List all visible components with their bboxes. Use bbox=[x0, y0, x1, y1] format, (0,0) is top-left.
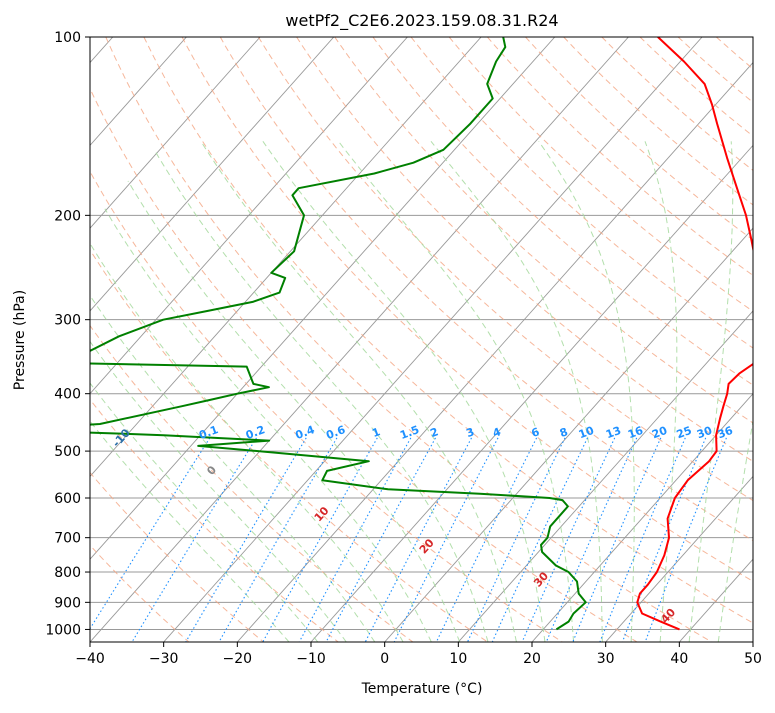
mixing-ratio-label: 30 bbox=[695, 424, 714, 442]
x-tick-label: −10 bbox=[296, 651, 326, 667]
x-tick-label: 10 bbox=[449, 651, 467, 667]
dry-adiabat-line bbox=[449, 37, 775, 642]
dry-adiabat-label: 10 bbox=[312, 504, 332, 524]
x-tick-label: −30 bbox=[149, 651, 179, 667]
moist-adiabat-line bbox=[154, 150, 488, 642]
x-tick-label: −20 bbox=[223, 651, 253, 667]
moist-adiabat-line bbox=[263, 141, 545, 642]
moist-adiabat-line bbox=[431, 141, 602, 642]
moist-adiabat-line bbox=[45, 273, 346, 642]
dry-adiabat-line bbox=[755, 37, 775, 642]
mixing-ratio-label: 25 bbox=[675, 424, 694, 441]
moist-adiabat-line bbox=[14, 311, 289, 642]
mixing-ratio-line bbox=[394, 438, 498, 642]
chart-title: wetPf2_C2E6.2023.159.08.31.R24 bbox=[285, 11, 558, 31]
mixing-ratio-line bbox=[299, 438, 411, 642]
isotherm-line bbox=[0, 37, 481, 642]
y-tick-label: 100 bbox=[54, 30, 81, 46]
mixing-ratio-label: 2 bbox=[428, 425, 440, 440]
mixing-ratio-label: 8 bbox=[558, 425, 570, 440]
line-label-layer: 0.10.20.40.611.52346810131620253036-100-… bbox=[0, 46, 735, 626]
moist-adiabat-line bbox=[29, 293, 317, 642]
mixing-ratio-line bbox=[436, 438, 536, 642]
y-axis-label: Pressure (hPa) bbox=[12, 290, 28, 390]
series-layer bbox=[6, 37, 773, 629]
mixing-ratio-label: 0.2 bbox=[244, 423, 267, 442]
dry-adiabat-line bbox=[220, 37, 775, 642]
isotherm-line bbox=[237, 37, 775, 642]
dry-adiabat-line bbox=[640, 37, 775, 642]
mixing-ratio-label: 13 bbox=[604, 424, 623, 441]
dry-adiabat-line bbox=[0, 37, 264, 642]
dewpoint-profile-line bbox=[6, 37, 585, 629]
mixing-ratio-line bbox=[263, 438, 378, 642]
mixing-ratio-label: 10 bbox=[577, 424, 596, 442]
isotherm-line bbox=[0, 37, 334, 642]
y-tick-label: 700 bbox=[54, 531, 81, 547]
isotherm-line bbox=[753, 37, 775, 642]
y-tick-label: 900 bbox=[54, 595, 81, 611]
isotherm-line bbox=[311, 37, 775, 642]
moist-adiabat-line bbox=[339, 141, 574, 642]
x-tick-label: 20 bbox=[523, 651, 541, 667]
dry-adiabat-label: 20 bbox=[417, 536, 437, 556]
x-axis-label: Temperature (°C) bbox=[361, 681, 483, 697]
mixing-ratio-label: 6 bbox=[530, 425, 542, 440]
y-tick-label: 1000 bbox=[45, 622, 81, 638]
dry-adiabat-line bbox=[0, 37, 189, 642]
y-tick-label: 600 bbox=[54, 491, 81, 507]
mixing-ratio-label: 1 bbox=[370, 425, 382, 440]
mixing-ratio-label: 0.4 bbox=[294, 423, 317, 442]
dry-adiabat-line bbox=[258, 37, 775, 642]
mixing-ratio-label: 3 bbox=[464, 425, 476, 440]
moist-adiabat-line bbox=[689, 141, 733, 642]
y-tick-label: 300 bbox=[54, 313, 81, 329]
y-tick-label: 400 bbox=[54, 387, 81, 403]
dry-adiabat-line bbox=[602, 37, 775, 642]
dry-adiabat-label: 0 bbox=[204, 463, 219, 478]
x-tick-label: 40 bbox=[670, 651, 688, 667]
background-lines bbox=[0, 37, 775, 642]
dry-adiabat-line bbox=[678, 37, 775, 642]
dry-adiabat-line bbox=[526, 37, 775, 642]
dry-adiabat-line bbox=[564, 37, 775, 642]
x-tick-label: 30 bbox=[597, 651, 615, 667]
y-tick-label: 200 bbox=[54, 208, 81, 224]
x-tick-label: 0 bbox=[380, 651, 389, 667]
dry-adiabat-line bbox=[144, 37, 775, 642]
x-tick-label: −40 bbox=[75, 651, 105, 667]
mixing-ratio-line bbox=[132, 438, 257, 642]
moist-adiabat-line bbox=[62, 251, 374, 642]
y-tick-label: 500 bbox=[54, 444, 81, 460]
isotherm-line bbox=[0, 37, 260, 642]
isotherm-line bbox=[16, 37, 554, 642]
mixing-ratio-line bbox=[573, 438, 661, 642]
dry-adiabat-label: -10 bbox=[110, 426, 133, 450]
moist-adiabat-line bbox=[539, 141, 635, 642]
isotherm-line bbox=[606, 37, 775, 642]
x-tick-label: 50 bbox=[744, 651, 762, 667]
y-tick-label: 800 bbox=[54, 565, 81, 581]
isotherm-line bbox=[90, 37, 628, 642]
dry-adiabat-line bbox=[0, 37, 338, 642]
mixing-ratio-label: 0.1 bbox=[197, 423, 220, 442]
moist-adiabat-line bbox=[84, 234, 403, 642]
dry-adiabat-label: -20 bbox=[31, 401, 54, 425]
moist-adiabat-line bbox=[105, 209, 432, 642]
mixing-ratio-label: 20 bbox=[650, 424, 669, 442]
dry-adiabat-line bbox=[0, 37, 488, 642]
dry-adiabat-line bbox=[716, 37, 775, 642]
dry-adiabat-line bbox=[30, 37, 563, 642]
isotherm-line bbox=[0, 37, 407, 642]
isotherm-line bbox=[458, 37, 775, 642]
mixing-ratio-label: 16 bbox=[626, 424, 645, 442]
mixing-ratio-line bbox=[522, 438, 615, 642]
